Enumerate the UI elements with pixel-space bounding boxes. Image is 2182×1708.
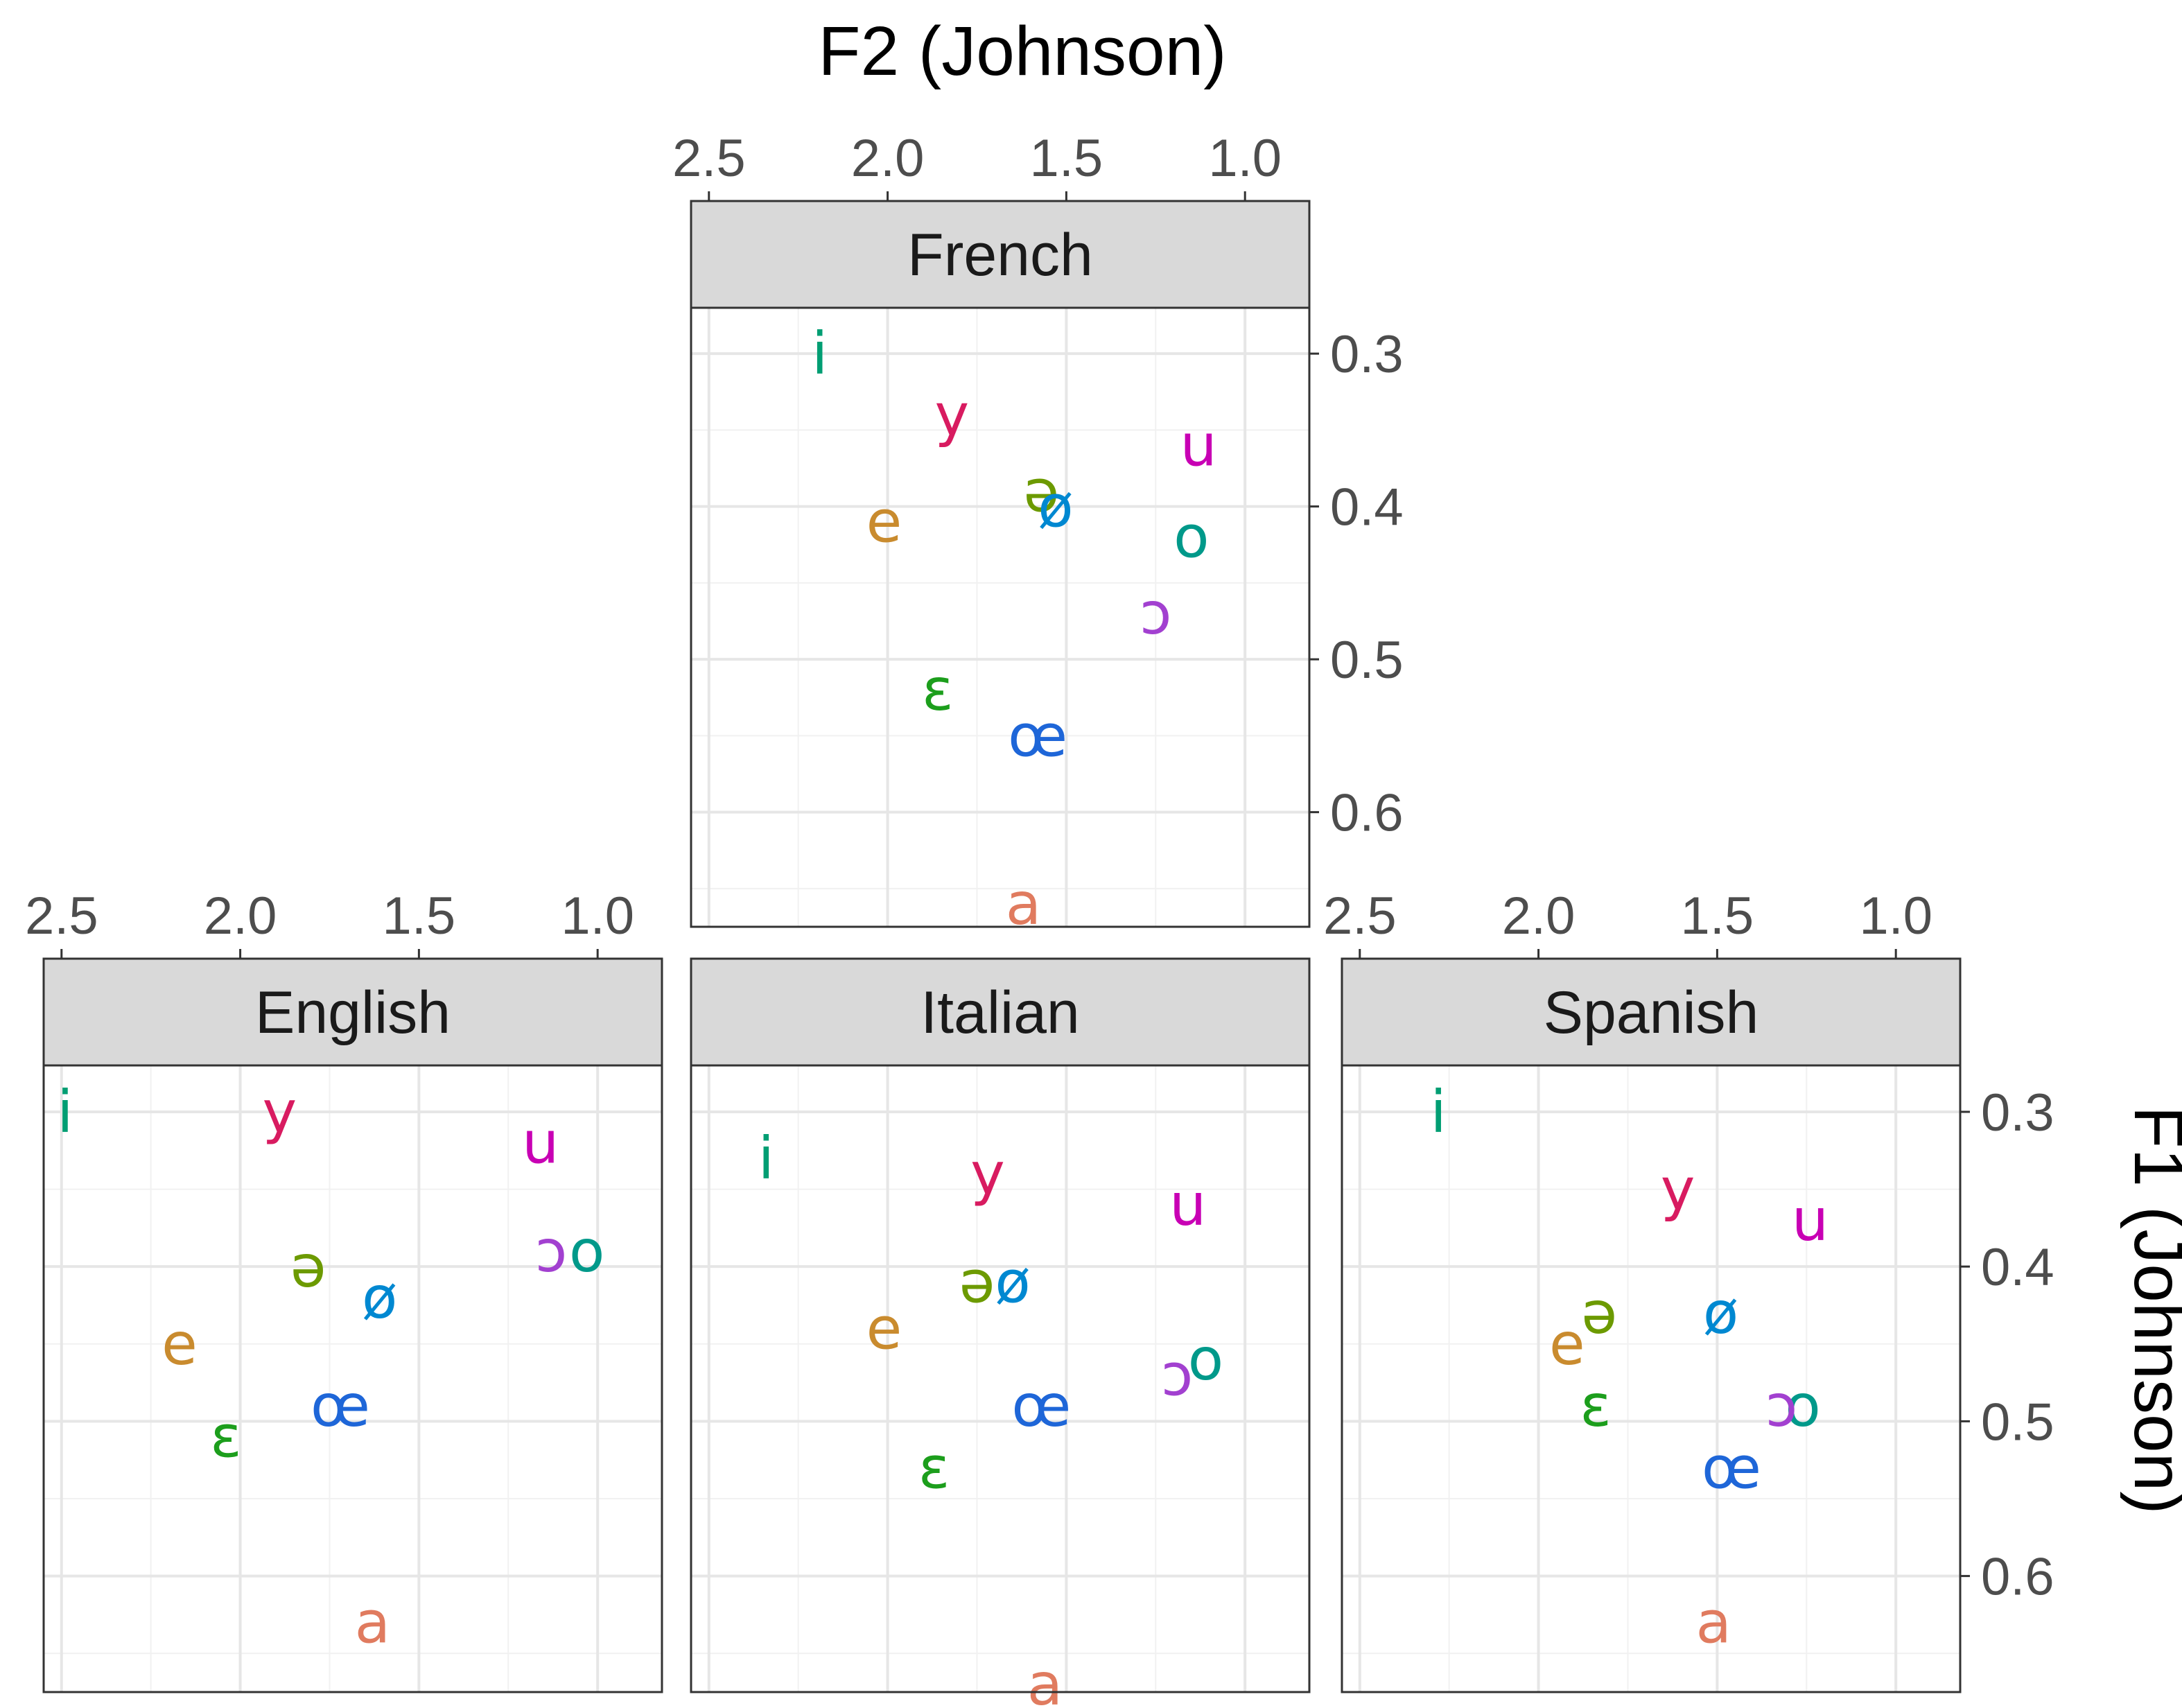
x-axis-top: 2.5 2.0 1.5 1.0	[25, 887, 634, 959]
vowel-label: u	[1792, 1186, 1828, 1254]
y-axis-right: 0.3 0.4 0.5 0.6	[1960, 1083, 2054, 1607]
vowel-label: ə	[959, 1248, 995, 1316]
grid	[44, 1065, 662, 1692]
x-axis-top: 2.5 2.0 1.5 1.0	[672, 129, 1282, 201]
y-tick-label: 0.5	[1330, 631, 1404, 690]
vowel-label: ɛ	[922, 656, 953, 724]
x-tick-label: 1.0	[1208, 129, 1282, 188]
y-tick-label: 0.4	[1330, 478, 1404, 537]
strip-label: English	[255, 979, 451, 1046]
vowel-label: o	[1173, 503, 1209, 571]
vowel-label: ɔ	[1765, 1372, 1797, 1440]
plot-background	[1342, 1065, 1960, 1692]
panel-border	[690, 1064, 1311, 1693]
vowel-label: ə	[1581, 1279, 1617, 1347]
vowel-label: e	[866, 488, 902, 556]
vowel-label: e	[1549, 1310, 1585, 1378]
x-tick-label: 1.0	[561, 887, 634, 946]
grid	[1342, 1065, 1960, 1692]
y-axis-right: 0.3 0.4 0.5 0.6	[1309, 325, 1404, 843]
vowel-label: ə	[290, 1232, 326, 1300]
plot-background	[691, 308, 1309, 927]
vowel-label: ɛ	[918, 1434, 950, 1501]
y-tick-label: 0.6	[1330, 784, 1404, 843]
strip-label: French	[907, 222, 1093, 288]
panel-border	[42, 1064, 663, 1693]
vowel-label: œ	[311, 1372, 370, 1440]
panel-english: English i y uɔ o ə ø e œ ɛ a 2.5 2.0 1.5 1.0	[25, 887, 663, 1693]
vowel-label: œ	[1702, 1434, 1761, 1501]
grid	[691, 308, 1309, 927]
vowel-label: ɛ	[1580, 1372, 1611, 1440]
vowel-label: ɛ	[210, 1403, 241, 1471]
strip-italian	[690, 957, 1311, 1067]
strip-french	[690, 200, 1311, 309]
vowel-label: a	[1695, 1589, 1731, 1657]
plot-background	[44, 1065, 662, 1692]
vowel-label: i	[1431, 1078, 1447, 1146]
vowel-label: œ	[1008, 702, 1067, 769]
vowel-label: o	[569, 1217, 604, 1285]
vowel-label: u	[522, 1109, 559, 1177]
vowel-label: ɔ	[1161, 1341, 1193, 1409]
x-tick-label: 1.0	[1859, 887, 1932, 946]
vowel-label: ø	[1703, 1279, 1738, 1347]
vowel-label: i	[758, 1124, 774, 1192]
x-tick-label: 2.0	[851, 129, 925, 188]
x-tick-label: 2.0	[204, 887, 277, 946]
vowel-label: ø	[362, 1264, 397, 1332]
vowel-label: o	[1785, 1372, 1820, 1440]
panel-border	[1341, 1064, 1962, 1693]
strip-label: Spanish	[1544, 979, 1759, 1046]
strip-label: Italian	[920, 979, 1080, 1046]
vowel-label: ɔ	[535, 1217, 567, 1285]
y-tick-label: 0.4	[1981, 1238, 2054, 1297]
vowel-points: i y u ə ø e oɔ œɛ a	[758, 1124, 1224, 1708]
vowel-label: a	[355, 1589, 390, 1657]
y-tick-label: 0.3	[1981, 1083, 2054, 1142]
y-tick-label: 0.3	[1330, 325, 1404, 384]
vowel-label: y	[262, 1078, 297, 1146]
vowel-label: i	[57, 1078, 73, 1146]
vowel-label: u	[1180, 411, 1217, 479]
vowel-label: ø	[1038, 473, 1073, 541]
panel-italian: Italian i y u ə ø e oɔ œɛ a	[690, 957, 1311, 1708]
vowel-points: i y u ə ø e oɔ ɛ œ a	[1431, 1078, 1829, 1657]
vowel-label: a	[1027, 1650, 1063, 1708]
x-tick-label: 2.0	[1502, 887, 1576, 946]
x-tick-label: 1.5	[383, 887, 456, 946]
vowel-label: i	[812, 320, 828, 387]
vowel-label: e	[866, 1294, 902, 1362]
vowel-label: ə	[1023, 458, 1059, 525]
vowel-label: y	[935, 381, 970, 448]
y-tick-label: 0.5	[1981, 1393, 2054, 1452]
x-tick-label: 2.5	[1323, 887, 1397, 946]
panel-border	[690, 306, 1311, 928]
vowel-label: u	[1169, 1171, 1206, 1239]
vowel-label: y	[1661, 1156, 1695, 1223]
y-axis-title: F1 (Johnson)	[2120, 1106, 2182, 1514]
vowel-label: e	[162, 1310, 198, 1378]
vowel-label: y	[970, 1140, 1005, 1208]
vowel-label: o	[1188, 1325, 1223, 1393]
strip-english	[42, 957, 663, 1067]
vowel-label: œ	[1011, 1372, 1071, 1440]
x-axis-title: F2 (Johnson)	[818, 12, 1226, 90]
x-tick-label: 2.5	[672, 129, 746, 188]
grid	[691, 1065, 1309, 1692]
strip-spanish	[1341, 957, 1962, 1067]
vowel-label: ɔ	[1140, 580, 1171, 647]
y-tick-label: 0.6	[1981, 1548, 2054, 1607]
vowel-label: ø	[995, 1248, 1030, 1316]
x-axis-top: 2.5 2.0 1.5 1.0	[1323, 887, 1932, 959]
x-tick-label: 1.5	[1030, 129, 1103, 188]
x-tick-label: 2.5	[25, 887, 98, 946]
plot-background	[691, 1065, 1309, 1692]
x-tick-label: 1.5	[1681, 887, 1754, 946]
vowel-points: i y uɔ o ə ø e œ ɛ a	[57, 1078, 604, 1657]
